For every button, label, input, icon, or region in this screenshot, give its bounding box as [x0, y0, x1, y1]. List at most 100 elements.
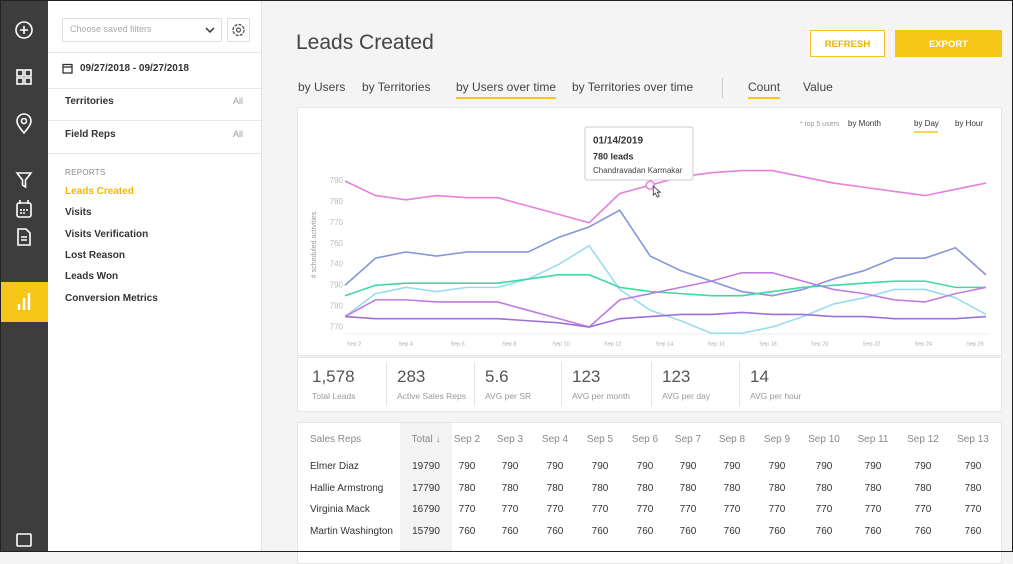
series-line: [344, 274, 986, 297]
cell-value: 770: [864, 504, 882, 515]
x-tick-label: Sep 16: [708, 341, 725, 347]
filter-label[interactable]: Territories: [65, 96, 114, 107]
report-link[interactable]: Conversion Metrics: [65, 292, 158, 304]
tab-separator: [722, 78, 723, 98]
report-link[interactable]: Visits Verification: [65, 228, 149, 240]
stat-value: 123: [572, 367, 601, 386]
stat-divider: [561, 362, 562, 406]
tooltip-value: 780 leads: [593, 151, 634, 161]
settings-button[interactable]: [227, 18, 250, 42]
cell-value: 790: [679, 461, 697, 472]
granularity-option[interactable]: by Month: [848, 119, 881, 128]
x-tick-label: Sep 18: [759, 341, 776, 347]
filter-icon[interactable]: [15, 172, 33, 189]
y-axis-label: # scheduled activities: [311, 211, 318, 278]
reports-heading: REPORTS: [65, 168, 106, 177]
calendar-icon[interactable]: [16, 200, 32, 218]
column-header[interactable]: Sep 4: [541, 434, 569, 445]
y-tick-label: 790: [330, 176, 344, 185]
stat-divider: [739, 362, 740, 406]
metric-tab[interactable]: Value: [803, 80, 833, 94]
cell-value: 770: [768, 504, 786, 515]
cell-value: 770: [914, 504, 932, 515]
cell-value: 780: [546, 482, 564, 494]
column-header[interactable]: Sep 6: [631, 434, 659, 445]
granularity-option[interactable]: by Day: [914, 119, 939, 128]
report-link[interactable]: Lost Reason: [65, 249, 126, 261]
x-tick-label: Sep 14: [656, 341, 673, 347]
cell-value: 790: [914, 461, 932, 472]
gear-icon: [232, 23, 245, 37]
column-header[interactable]: Sep 8: [718, 434, 746, 445]
metric-tab[interactable]: Count: [748, 80, 781, 99]
cell-value: 760: [815, 525, 833, 537]
filter-label[interactable]: Field Reps: [65, 129, 116, 140]
column-header[interactable]: Sep 9: [763, 434, 791, 445]
cell-value: 760: [768, 525, 786, 537]
view-tab[interactable]: by Territories: [362, 80, 431, 94]
stat-label: AVG per month: [572, 391, 630, 401]
column-header[interactable]: Sales Reps: [310, 434, 362, 445]
stat-divider: [386, 362, 387, 406]
location-icon[interactable]: [16, 113, 32, 135]
column-header[interactable]: Sep 11: [857, 434, 889, 445]
report-icon[interactable]: [17, 228, 31, 246]
view-tab[interactable]: by Territories over time: [572, 80, 694, 94]
divider: [48, 88, 261, 89]
dashboard-icon[interactable]: [16, 69, 32, 85]
stat-divider: [651, 362, 652, 406]
analytics-icon[interactable]: [17, 293, 31, 310]
cell-value: 780: [636, 482, 654, 494]
column-header[interactable]: Total ↓: [411, 434, 441, 445]
date-range[interactable]: 09/27/2018 - 09/27/2018: [80, 63, 189, 74]
granularity-note: * top 5 users: [800, 121, 840, 128]
column-header[interactable]: Sep 2: [453, 434, 481, 445]
cell-value: 780: [591, 482, 609, 494]
cell-value: 770: [458, 504, 476, 515]
series-line: [344, 169, 987, 224]
column-header[interactable]: Sep 3: [496, 434, 524, 445]
line-chart: * top 5 users by Month by Day by Hour # sche…: [311, 119, 988, 347]
view-tab[interactable]: by Users over time: [456, 80, 557, 99]
refresh-button[interactable]: REFRESH: [810, 30, 885, 57]
filter-panel: Choose saved filters 09/27/2018 - 09/27/…: [48, 0, 262, 552]
column-header[interactable]: Sep 7: [674, 434, 702, 445]
cell-value: 780: [815, 482, 833, 494]
column-header[interactable]: Sep 5: [586, 434, 614, 445]
x-tick-label: Sep 8: [502, 341, 516, 347]
granularity-option[interactable]: by Hour: [955, 119, 983, 128]
cell-value: 15790: [412, 525, 440, 537]
add-icon[interactable]: [15, 21, 33, 39]
column-header[interactable]: Sep 12: [907, 434, 939, 445]
column-header[interactable]: Sep 10: [808, 434, 840, 445]
saved-filter-select[interactable]: Choose saved filters: [62, 18, 222, 42]
y-tick-label: 760: [330, 239, 344, 248]
y-tick-label: 780: [330, 302, 344, 311]
filter-value[interactable]: All: [233, 129, 244, 139]
cell-value: 790: [591, 461, 609, 472]
rep-name: Elmer Diaz: [310, 461, 359, 472]
report-link[interactable]: Leads Won: [65, 271, 119, 283]
report-link[interactable]: Visits: [65, 207, 92, 219]
report-link[interactable]: Leads Created: [65, 186, 134, 197]
cell-value: 790: [723, 461, 741, 472]
rail-icons: [0, 21, 48, 547]
cell-value: 780: [679, 482, 697, 494]
cell-value: 760: [679, 525, 697, 537]
stat-divider: [474, 362, 475, 406]
cell-value: 760: [914, 525, 932, 537]
filter-value[interactable]: All: [233, 96, 244, 106]
column-header[interactable]: Sep 13: [957, 434, 989, 445]
more-icon[interactable]: [16, 533, 32, 547]
button-label: EXPORT: [928, 39, 969, 50]
cell-value: 770: [815, 504, 833, 515]
cell-value: 790: [458, 461, 476, 472]
cell-value: 790: [964, 461, 982, 472]
cell-value: 760: [964, 525, 982, 537]
stats-card: [297, 357, 1002, 412]
export-button[interactable]: EXPORT: [895, 30, 1002, 57]
cell-value: 16790: [412, 504, 440, 515]
cell-value: 19790: [412, 461, 440, 472]
view-tab[interactable]: by Users: [298, 80, 346, 94]
